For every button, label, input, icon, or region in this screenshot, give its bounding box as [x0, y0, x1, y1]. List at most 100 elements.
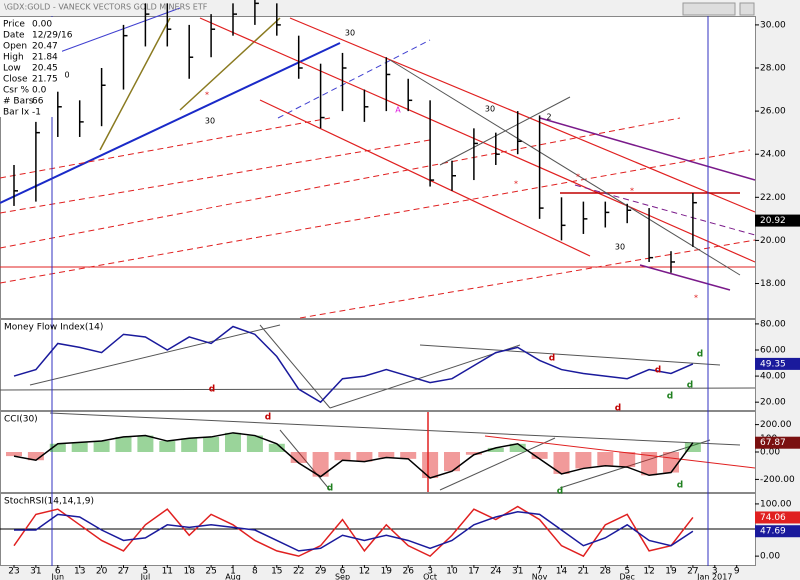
- histogram-bar: [465, 452, 482, 455]
- cci-panel: [0, 411, 756, 493]
- month-label: Oct: [423, 573, 437, 580]
- histogram-bar: [159, 441, 176, 452]
- histogram-bar: [378, 452, 395, 458]
- panel-title: Money Flow Index(14): [4, 323, 103, 333]
- annotation: *: [694, 294, 698, 303]
- annotation: 30: [615, 243, 625, 252]
- line: [13, 325, 694, 404]
- info-label: Csr %: [3, 86, 30, 96]
- y-tick-label: 40.00: [760, 372, 786, 382]
- x-tick-label: 26: [402, 567, 414, 577]
- month-label: Jun: [51, 573, 65, 580]
- histogram-bar: [553, 452, 570, 474]
- info-value: 0.00: [32, 20, 52, 30]
- histogram-bar: [93, 441, 110, 452]
- value-box: [755, 525, 800, 538]
- y-tick-label: 26.00: [760, 107, 786, 117]
- x-tick-label: 15: [271, 567, 282, 577]
- annotation: d: [327, 484, 333, 494]
- annotation: d: [677, 481, 683, 491]
- histogram-bar: [575, 452, 592, 469]
- annotation: 0: [64, 71, 69, 80]
- annotation: 30: [485, 105, 495, 114]
- value-box: [755, 214, 800, 227]
- annotation: d: [557, 487, 563, 497]
- x-tick-label: 10: [446, 567, 458, 577]
- annotation: d: [667, 392, 673, 402]
- x-tick-label: 19: [381, 567, 393, 577]
- line: [13, 432, 694, 479]
- panel-title: CCI(30): [4, 415, 38, 425]
- histogram-bar: [684, 442, 701, 452]
- histogram-bar: [509, 443, 526, 452]
- histogram-bar: [268, 443, 285, 452]
- info-label: High: [3, 53, 24, 63]
- month-label: Aug: [225, 573, 241, 580]
- info-value: 0.0: [32, 86, 47, 96]
- x-tick-label: 14: [556, 567, 568, 577]
- x-tick-label: 6: [340, 567, 346, 577]
- x-tick-label: 23: [8, 567, 19, 577]
- annotation: 2: [546, 113, 551, 122]
- x-tick-label: 25: [205, 567, 216, 577]
- y-tick-label: 60.00: [760, 346, 786, 356]
- trendlines: [0, 7, 756, 566]
- y-tick-label: 20.00: [760, 236, 786, 246]
- y-tick-label: 0.00: [760, 552, 780, 562]
- histogram-bar: [422, 452, 439, 479]
- month-label: Nov: [532, 573, 548, 580]
- x-tick-label: 5: [624, 567, 630, 577]
- histogram-bar: [487, 447, 504, 452]
- histogram-bar: [334, 452, 351, 461]
- x-tick-label: 9: [734, 567, 740, 577]
- x-tick-label: 27: [687, 567, 698, 577]
- histogram-bar: [137, 435, 154, 452]
- y-tick-label: 24.00: [760, 150, 786, 160]
- info-label: Close: [3, 75, 28, 85]
- histogram-bar: [444, 452, 460, 472]
- line: [13, 505, 694, 558]
- histogram-bar: [246, 435, 263, 452]
- histogram-bar: [290, 452, 307, 463]
- x-tick-label: 6: [55, 567, 61, 577]
- x-tick-label: 24: [490, 567, 502, 577]
- y-tick-label: 18.00: [760, 279, 786, 289]
- line: [14, 510, 694, 552]
- y-tick-label: 20.00: [760, 398, 786, 408]
- info-value: 21.84: [32, 53, 58, 63]
- histogram-bar: [181, 438, 198, 452]
- chart-title: \GDX:GOLD - VANECK VECTORS GOLD MINERS E…: [4, 3, 208, 12]
- y-tick-label: 28.00: [760, 64, 786, 74]
- histogram-bar: [400, 452, 417, 459]
- y-tick-label: 0.00: [760, 448, 780, 458]
- x-tick-label: 28: [600, 567, 612, 577]
- annotation: d: [655, 366, 661, 376]
- x-tick-label: 12: [359, 567, 370, 577]
- annotation: *: [514, 180, 518, 189]
- x-tick-label: 7: [537, 567, 543, 577]
- histogram-bar: [641, 452, 658, 476]
- x-tick-label: 27: [118, 567, 129, 577]
- annotation: d: [687, 381, 693, 391]
- value-label: 20.92: [760, 216, 786, 226]
- x-tick-label: 3: [427, 567, 433, 577]
- histogram-bar: [619, 452, 636, 468]
- value-label: 67.87: [760, 438, 786, 448]
- info-label: # Bars: [3, 97, 34, 107]
- histogram-bar: [27, 452, 44, 461]
- annotation: d: [265, 413, 271, 423]
- x-tick-label: 11: [162, 567, 173, 577]
- histogram-bar: [225, 432, 241, 452]
- histogram-bar: [6, 452, 22, 457]
- price-panel: [0, 16, 756, 319]
- x-tick-label: 8: [252, 567, 258, 577]
- toolbar: [682, 2, 755, 16]
- month-label: Jul: [140, 573, 151, 580]
- x-tick-label: 1: [230, 567, 236, 577]
- y-tick-label: 22.00: [760, 193, 786, 203]
- annotation: d: [615, 404, 621, 414]
- x-tick-label: 18: [183, 567, 195, 577]
- x-tick-label: 21: [578, 567, 589, 577]
- info-label: Low: [3, 64, 21, 74]
